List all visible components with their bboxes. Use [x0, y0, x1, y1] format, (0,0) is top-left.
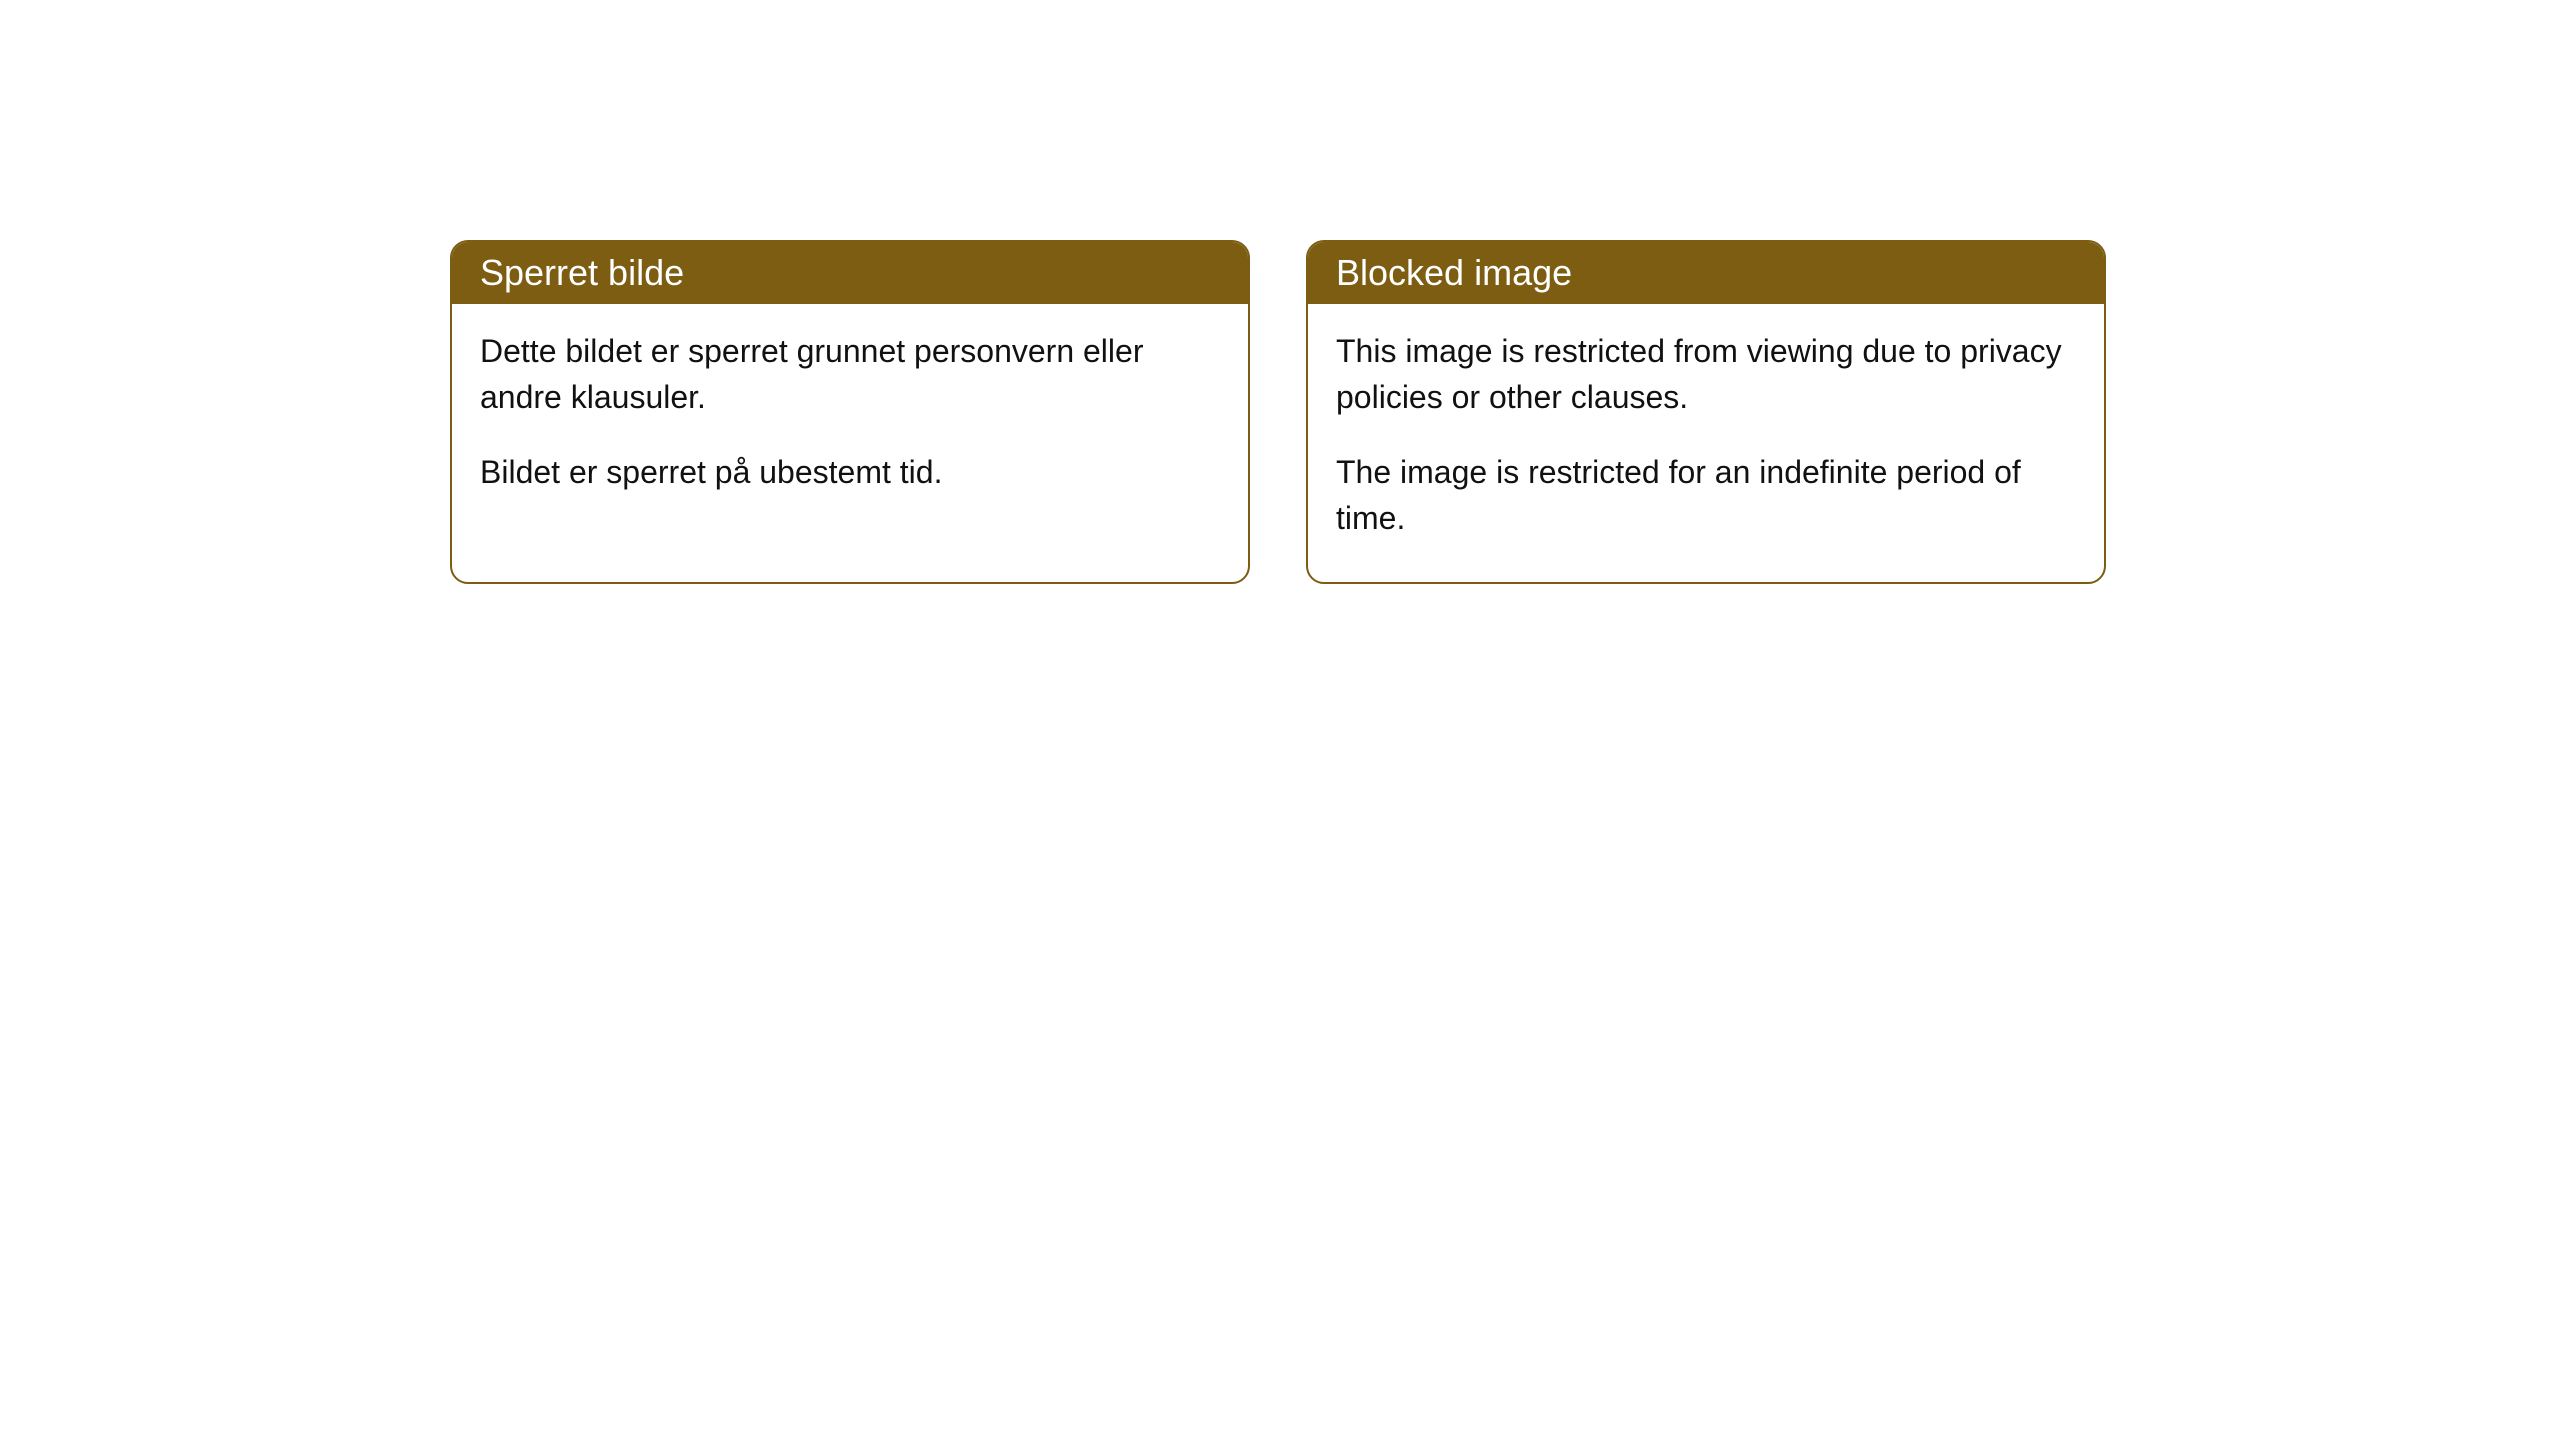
blocked-image-card-english: Blocked image This image is restricted f… — [1306, 240, 2106, 584]
card-body: This image is restricted from viewing du… — [1308, 304, 2104, 582]
card-header: Sperret bilde — [452, 242, 1248, 304]
card-paragraph: Bildet er sperret på ubestemt tid. — [480, 449, 1220, 495]
card-header: Blocked image — [1308, 242, 2104, 304]
card-paragraph: The image is restricted for an indefinit… — [1336, 449, 2076, 542]
card-body: Dette bildet er sperret grunnet personve… — [452, 304, 1248, 535]
card-paragraph: Dette bildet er sperret grunnet personve… — [480, 328, 1220, 421]
blocked-image-card-norwegian: Sperret bilde Dette bildet er sperret gr… — [450, 240, 1250, 584]
card-paragraph: This image is restricted from viewing du… — [1336, 328, 2076, 421]
card-title: Blocked image — [1336, 252, 1572, 293]
card-title: Sperret bilde — [480, 252, 684, 293]
notice-cards-container: Sperret bilde Dette bildet er sperret gr… — [450, 240, 2560, 584]
